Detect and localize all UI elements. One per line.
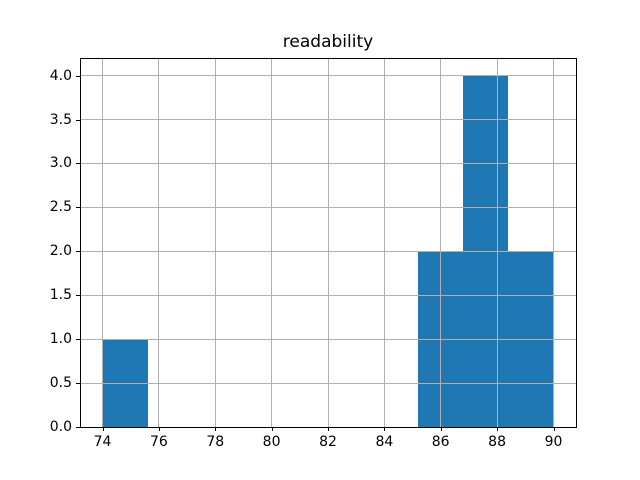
x-tick-label: 76 xyxy=(149,434,168,450)
grid-line-horizontal xyxy=(80,206,576,208)
y-tick-label: 2.0 xyxy=(49,243,72,260)
y-tick-mark xyxy=(76,383,80,385)
y-tick-label: 3.0 xyxy=(49,155,72,172)
grid-line-vertical xyxy=(553,58,554,427)
x-tick-mark xyxy=(384,427,386,431)
grid-line-horizontal xyxy=(80,162,576,164)
y-tick-mark xyxy=(76,119,80,121)
x-tick-label: 80 xyxy=(262,434,281,450)
x-tick-label: 90 xyxy=(544,434,563,450)
grid-line-horizontal xyxy=(80,426,576,427)
plot-area xyxy=(80,58,576,427)
y-tick-label: 4.0 xyxy=(49,67,72,84)
grid-line-vertical xyxy=(440,58,442,427)
x-tick-mark xyxy=(328,427,329,431)
x-tick-mark xyxy=(271,427,273,431)
y-tick-mark xyxy=(76,339,80,341)
x-tick-mark xyxy=(158,427,160,431)
y-tick-label: 1.0 xyxy=(49,331,72,348)
grid-line-horizontal xyxy=(80,250,576,252)
x-tick-label: 82 xyxy=(319,434,337,450)
y-tick-mark xyxy=(76,295,80,297)
x-tick-mark xyxy=(497,427,499,431)
grid-line-horizontal xyxy=(80,338,576,340)
y-tick-label: 2.5 xyxy=(49,199,72,216)
x-tick-label: 88 xyxy=(488,434,506,450)
x-tick-mark xyxy=(553,427,555,431)
y-tick-label: 1.5 xyxy=(49,287,72,304)
x-tick-mark xyxy=(440,427,442,431)
grid-line-horizontal xyxy=(80,75,576,77)
x-tick-mark xyxy=(102,427,104,431)
y-tick-mark xyxy=(76,163,80,165)
y-tick-label: 0.0 xyxy=(49,419,72,435)
x-tick-label: 84 xyxy=(375,434,394,450)
grid-line-vertical xyxy=(327,58,329,427)
y-tick-mark xyxy=(76,75,80,77)
y-tick-label: 3.5 xyxy=(49,111,72,128)
grid-line-vertical xyxy=(102,58,103,427)
x-tick-label: 74 xyxy=(93,434,112,450)
x-tick-label: 78 xyxy=(206,434,225,450)
y-tick-mark xyxy=(76,427,80,428)
grid-line-vertical xyxy=(158,58,160,427)
grid-line-vertical xyxy=(496,58,498,427)
chart-title: readability xyxy=(282,32,374,52)
grid-line-vertical xyxy=(271,58,273,427)
y-tick-mark xyxy=(76,251,80,253)
grid-line-horizontal xyxy=(80,382,576,384)
grid-line-horizontal xyxy=(80,294,576,296)
y-tick-label: 0.5 xyxy=(49,375,72,392)
grid-line-horizontal xyxy=(80,119,576,120)
x-tick-mark xyxy=(215,427,217,431)
y-tick-mark xyxy=(76,207,80,209)
grid-line-vertical xyxy=(214,58,216,427)
grid-line-vertical xyxy=(383,58,385,427)
x-tick-label: 86 xyxy=(431,434,450,450)
